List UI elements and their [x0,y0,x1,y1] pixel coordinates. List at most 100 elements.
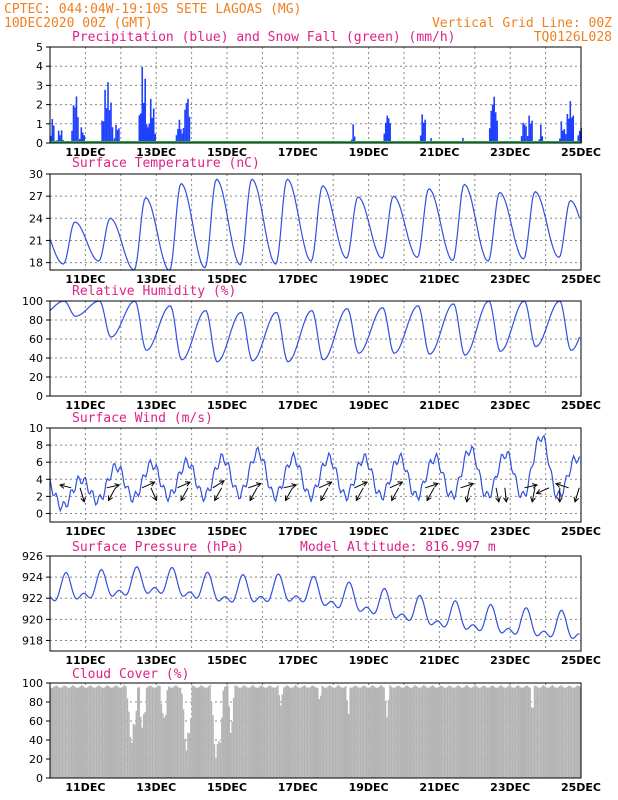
y-tick-label: 21 [29,234,43,247]
cloud-cover-bar [429,687,431,778]
precip-bar [430,138,432,143]
precip-bar [352,124,354,143]
cloud-cover-bar [393,687,396,778]
cloud-cover-bar [263,687,266,778]
cloud-cover-bar [182,709,185,778]
panel-frame [49,300,582,397]
cloud-cover-bar [508,684,511,778]
cloud-cover-bar [78,687,80,778]
x-tick-label: 21DEC [419,399,459,412]
wind-arrow-head [503,497,509,503]
cloud-cover-bar [63,685,65,778]
cloud-cover-bar [235,685,238,778]
precip-bar [154,133,156,143]
cloud-cover-bar [67,687,70,778]
precip-bar [494,112,497,143]
header-grid-note: Vertical Grid Line: 00Z [432,16,612,31]
cloud-cover-bar [172,687,174,778]
wind-arrow-head [59,483,66,489]
cloud-cover-bar [526,685,528,778]
x-tick-label: 15DEC [207,146,247,159]
cloud-cover-bar [380,684,382,778]
cloud-cover-bar [190,718,192,778]
cloud-cover-bar [111,687,114,778]
cloud-cover-bar [566,687,568,778]
cloud-cover-bar [548,687,551,778]
x-tick-label: 15DEC [207,273,247,286]
cloud-cover-bar [501,686,503,778]
cloud-cover-bar [342,687,344,778]
cloud-cover-bar [259,686,261,778]
wind-arrow-head [355,495,361,502]
x-tick-label: 21DEC [419,273,459,286]
cloud-cover-bar [367,687,369,778]
cloud-cover-bar [483,685,486,778]
precip-bar [181,133,184,143]
cloud-cover-bar [260,685,263,778]
cloud-cover-bar [168,686,170,778]
precip-bar [115,125,117,143]
wind-arrow-head [535,489,542,495]
precip-bar [578,130,581,143]
cloud-cover-bar [275,686,278,778]
cloud-cover-bar [417,687,419,778]
cloud-cover-bar [184,738,186,778]
y-tick-label: 4 [36,60,43,73]
cloud-cover-bar [356,686,359,778]
cloud-cover-title: Cloud Cover (%) [72,667,189,682]
wind-arrow-head [326,481,333,487]
panel-frame [49,46,582,144]
cloud-cover-bar [488,687,490,778]
cloud-cover-bar [464,686,466,778]
wind-direction-arrow [425,483,438,489]
cloud-cover-bar [340,687,343,778]
cloud-cover-bar [181,693,183,778]
cloud-cover-bar [154,687,157,778]
precip-bar [496,120,498,143]
cloud-cover-bar [109,687,111,778]
cloud-cover-bar [486,687,489,778]
cloud-cover-bar [491,685,493,778]
cloud-cover-bar [361,686,363,778]
cloud-cover-bar [411,687,413,778]
precip-bar [144,78,146,143]
y-tick-label: 8 [36,439,43,452]
wind-direction-arrow [180,487,189,501]
precip-bar [520,136,523,143]
cloud-cover-bar [346,700,348,778]
wind-direction-arrow [150,487,157,501]
cloud-cover-bar [432,685,434,778]
precip-bar [52,125,55,143]
cloud-cover-bar [390,686,393,778]
precip-bar [177,128,179,143]
y-tick-label: 40 [29,352,43,365]
humidity-series-line [49,300,581,363]
cloud-cover-bar [389,685,391,778]
wind-direction-arrow [504,487,507,502]
cloud-cover-bar [511,687,514,778]
cloud-cover-bar [153,687,155,778]
cloud-cover-bar [414,685,416,778]
cloud-cover-bar [255,687,257,778]
x-tick-label: 11DEC [65,146,105,159]
cloud-cover-bar [284,686,287,778]
precip-bar [101,120,103,143]
wind-direction-arrow [460,483,474,489]
cloud-cover-bar [408,687,410,778]
precip-bar [108,110,111,143]
cloud-cover-bar [137,687,139,778]
precip-bar [111,127,114,143]
cloud-cover-bar [227,685,229,778]
cloud-cover-bar [465,684,468,778]
cloud-cover-bar [318,699,320,778]
cloud-cover-bar [94,687,96,778]
cloud-cover-bar [477,687,480,778]
cloud-cover-bar [398,685,400,778]
cloud-cover-bar [387,699,390,778]
cloud-cover-bar [80,684,83,778]
precip-bar [59,135,61,143]
wind-arrow-head [464,496,471,503]
cloud-cover-bar [412,686,415,778]
cloud-cover-bar [244,686,247,778]
y-tick-label: 24 [29,212,43,225]
